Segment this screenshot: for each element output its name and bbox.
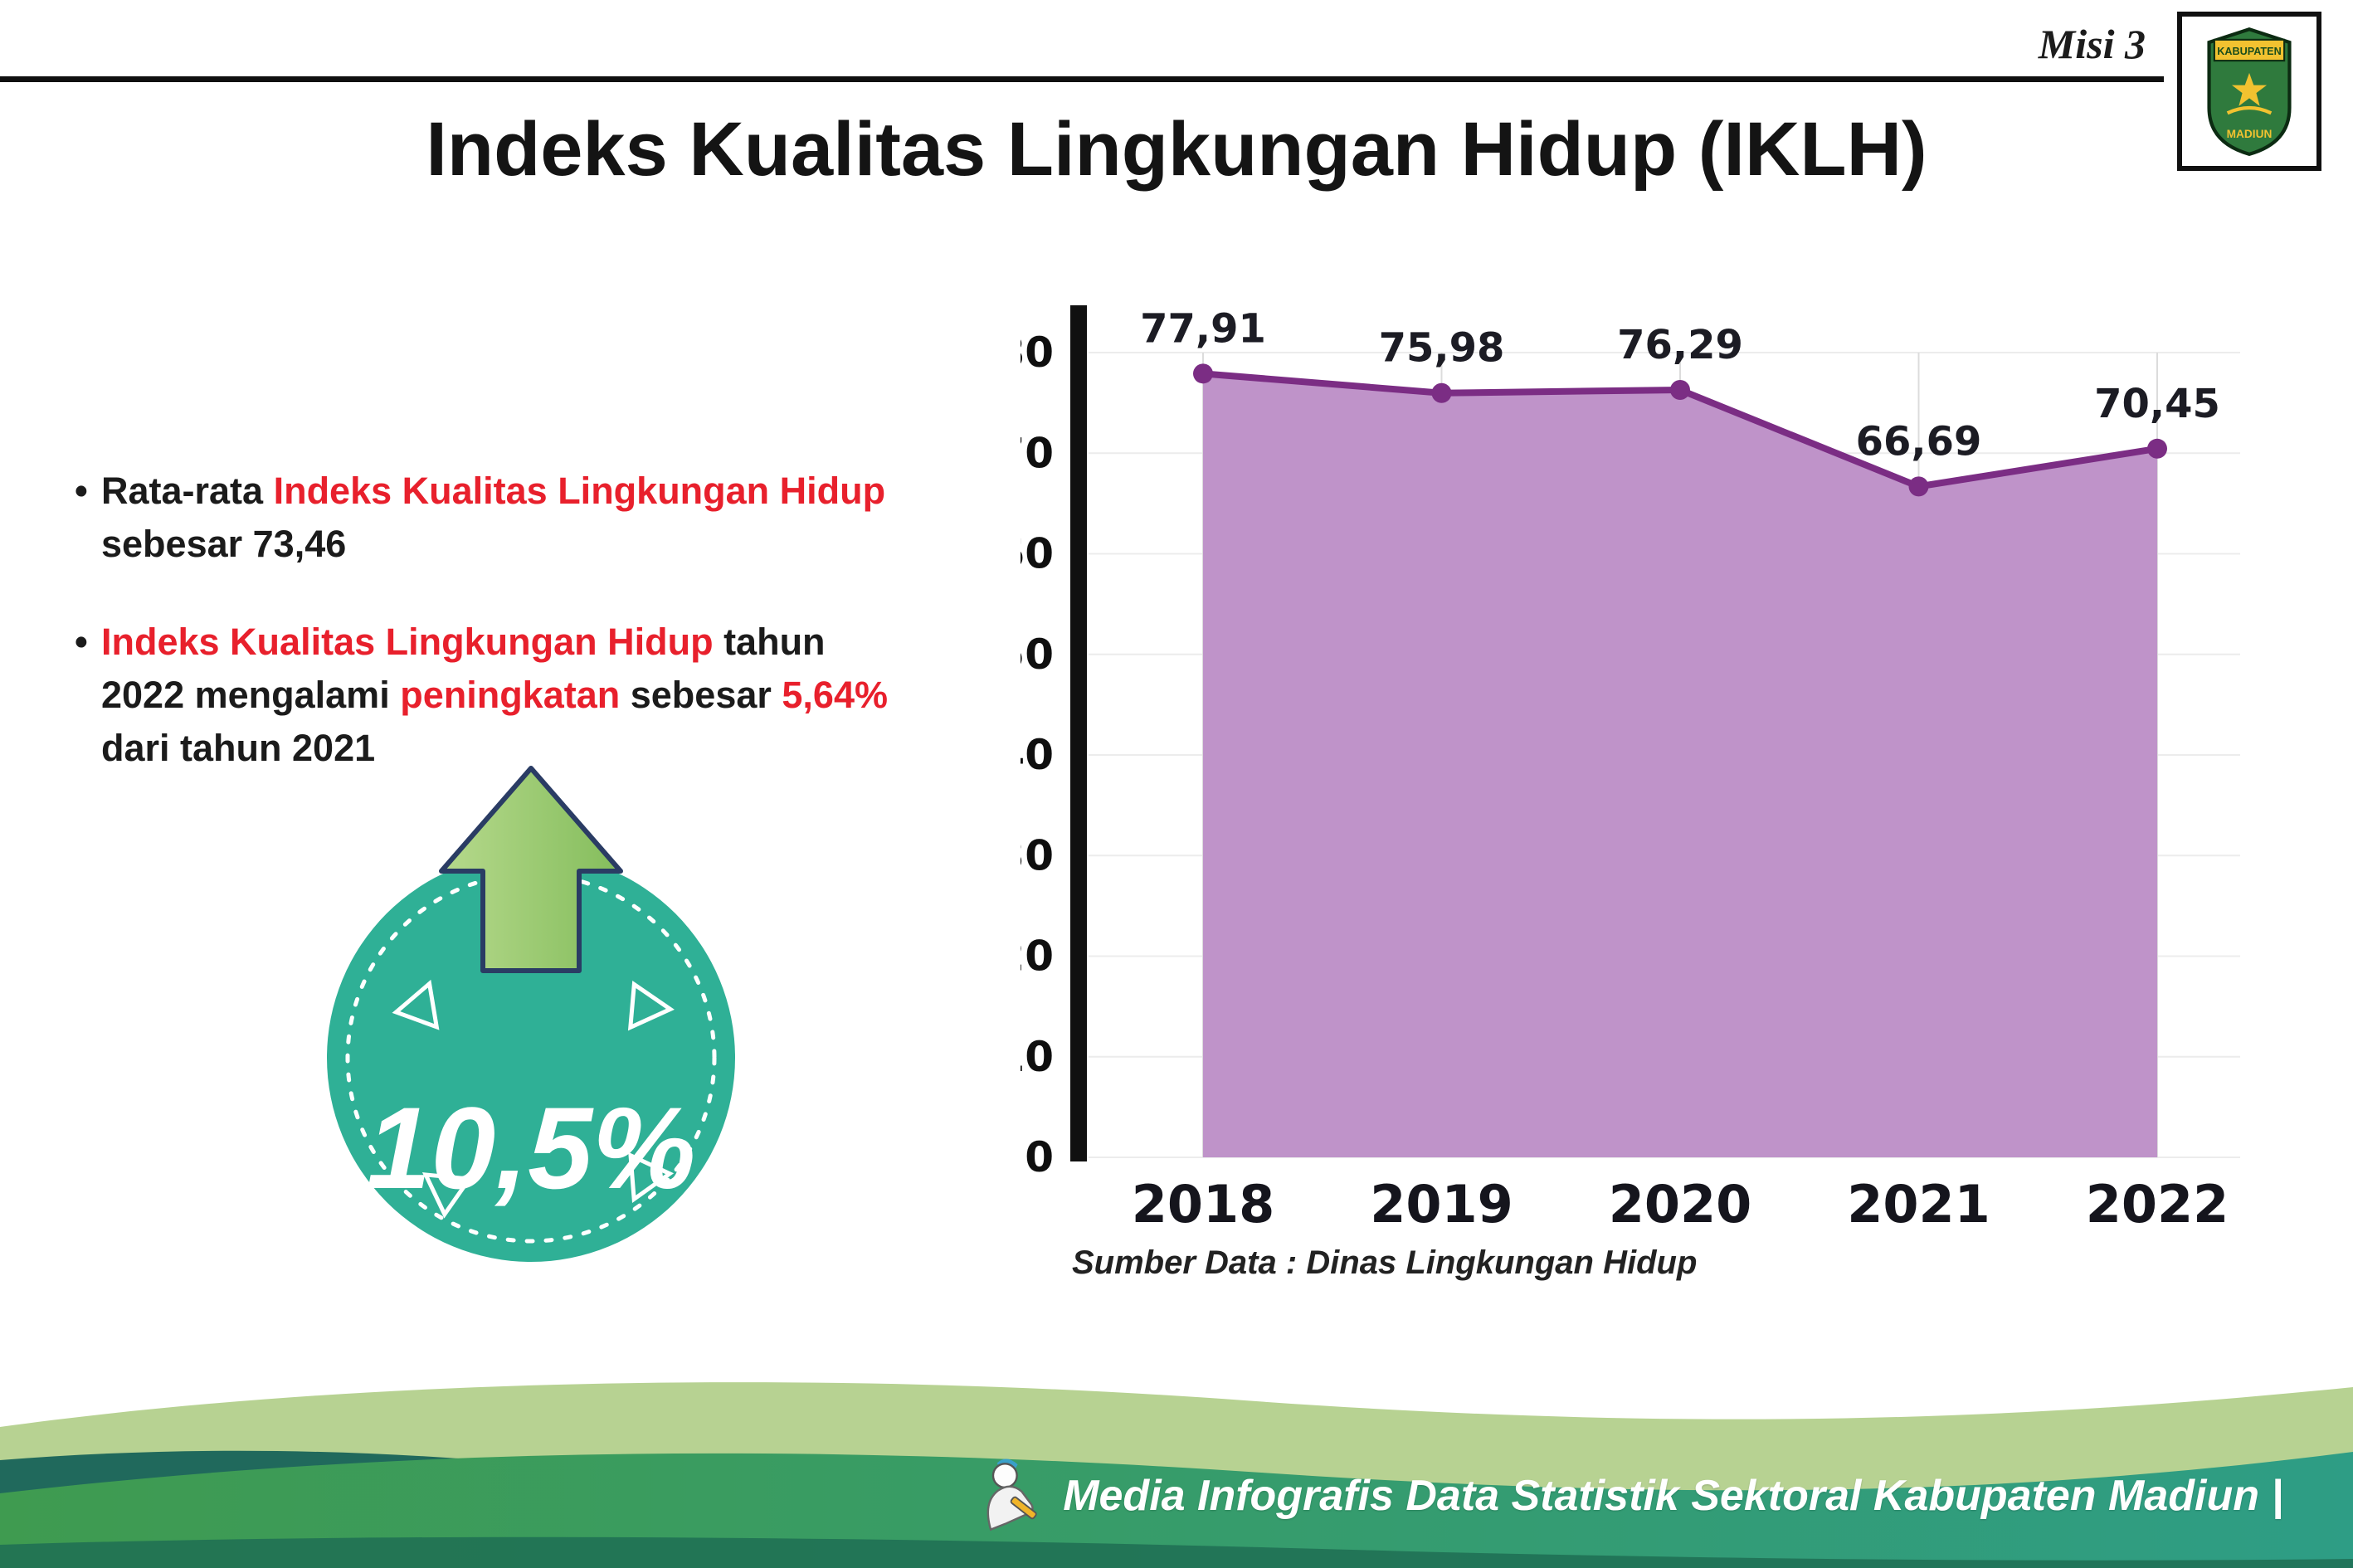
y-tick-label: 60 [1021,530,1054,578]
key-points: Rata-rata Indeks Kualitas Lingkungan Hid… [75,465,918,819]
crest-icon: KABUPATEN MADIUN [2207,27,2292,157]
y-tick-label: 10 [1021,1033,1054,1081]
page-title: Indeks Kualitas Lingkungan Hidup (IKLH) [426,107,1927,192]
bullet-increase-2022: Indeks Kualitas Lingkungan Hidup tahun 2… [75,616,918,775]
triangle-accent [392,979,440,1030]
data-point [1670,379,1690,400]
data-point [1908,476,1929,497]
y-tick-label: 80 [1021,329,1054,377]
mascot-icon [987,1458,1037,1531]
y-tick-label: 20 [1021,933,1054,981]
header-rule [0,76,2164,82]
y-tick-label: 30 [1021,831,1054,879]
kabupaten-madiun-logo: KABUPATEN MADIUN [2177,12,2321,171]
footer-text: Media Infografis Data Statistik Sektoral… [1063,1472,2283,1520]
value-label: 75,98 [1379,325,1505,372]
crest-banner-bottom: MADIUN [2227,128,2273,140]
footer-waves [0,1382,2353,1568]
y-tick-label: 0 [1025,1133,1054,1181]
increase-badge: 10,5% [327,766,735,1262]
bullet-text: Rata-rata Indeks Kualitas Lingkungan Hid… [101,470,886,565]
y-tick-label: 70 [1021,429,1054,477]
badge-circle [327,854,735,1262]
y-tick-label: 50 [1021,631,1054,679]
value-label: 70,45 [2094,381,2220,427]
data-point [1431,382,1452,403]
x-tick-label: 2022 [2086,1174,2229,1234]
data-point [1193,363,1213,384]
y-tick-label: 40 [1021,731,1054,779]
triangle-accent [421,1172,474,1219]
bullet-average-iklh: Rata-rata Indeks Kualitas Lingkungan Hid… [75,465,918,571]
data-point [2147,438,2167,459]
y-axis [1070,305,1087,1161]
triangle-accent [627,981,675,1031]
badge-value: 10,5% [367,1083,696,1213]
value-label: 77,91 [1140,305,1266,352]
up-arrow-icon [439,766,623,973]
value-label: 76,29 [1617,322,1743,368]
misi-label: Misi 3 [2038,21,2146,67]
x-tick-label: 2020 [1609,1174,1752,1234]
x-tick-label: 2021 [1847,1174,1990,1234]
footer-credit: Media Infografis Data Statistik Sektoral… [975,1457,2283,1535]
triangle-accent [628,1152,675,1203]
x-tick-label: 2019 [1370,1174,1513,1234]
bullet-text: Indeks Kualitas Lingkungan Hidup tahun 2… [101,620,888,769]
crest-banner-top: KABUPATEN [2217,46,2281,57]
x-tick-label: 2018 [1132,1174,1275,1234]
area-fill [1203,373,2157,1157]
wave-bottom-strip [0,1536,2353,1568]
value-label: 66,69 [1856,418,1982,465]
data-source: Sumber Data : Dinas Lingkungan Hidup [1072,1244,1698,1281]
iklh-area-chart: 77,91 75,98 76,29 66,69 70,45 0 10 20 30 40 50 60 70… [1021,305,2240,1234]
